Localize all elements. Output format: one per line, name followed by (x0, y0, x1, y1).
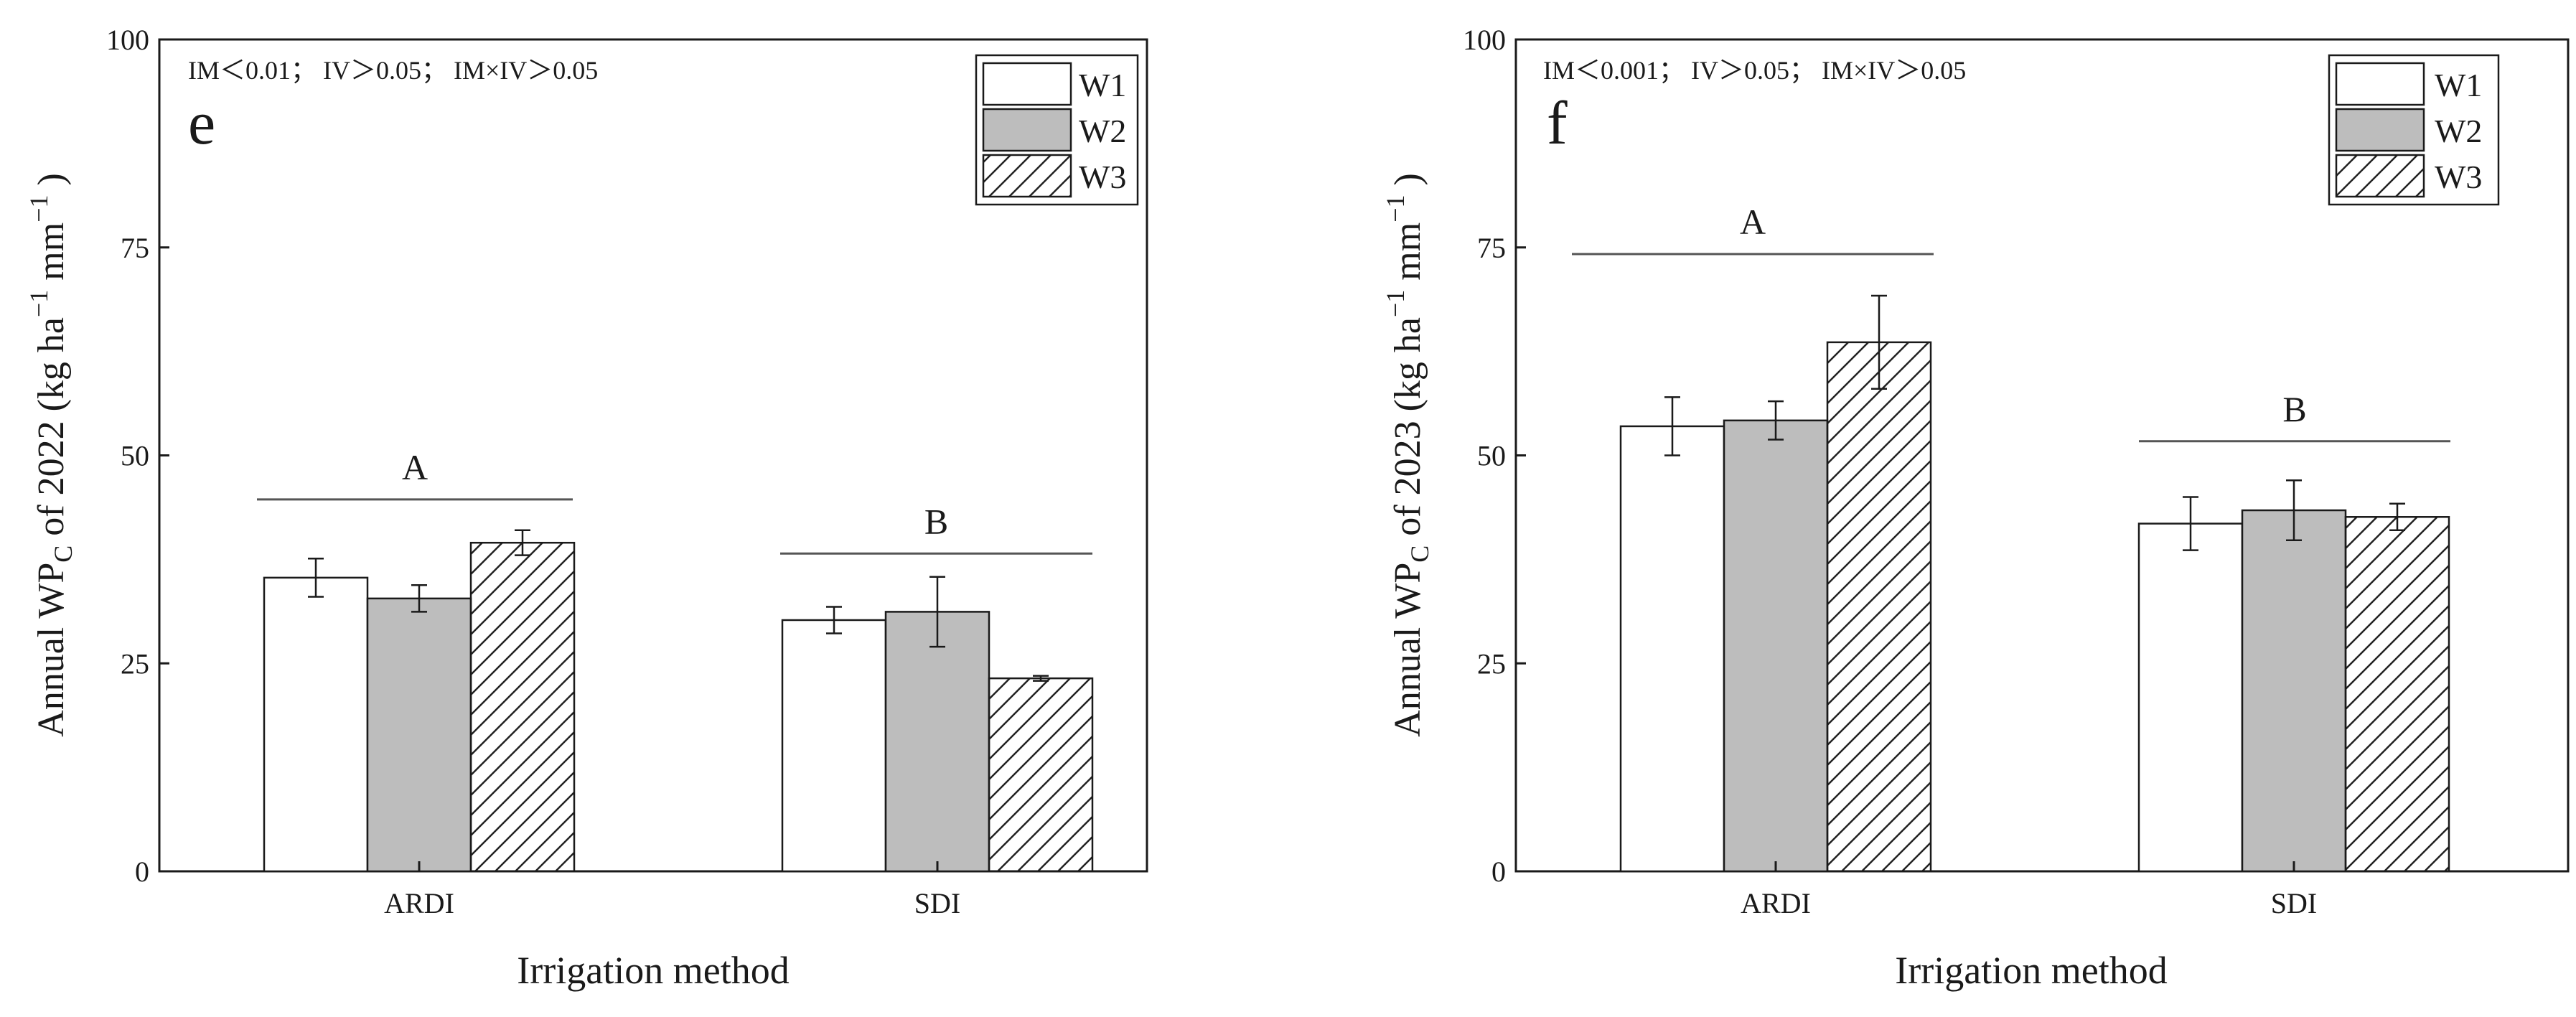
y-title-part: Annual WP (31, 563, 72, 737)
panel-label: f (1547, 88, 1568, 157)
x-tick-label: ARDI (1741, 887, 1811, 919)
bar-ardi-w1 (1619, 425, 1725, 873)
bar-sdi-w2 (2241, 509, 2347, 873)
legend: W1 W2 W3 (2328, 54, 2500, 206)
legend-swatch-w2 (2335, 108, 2425, 152)
y-title-sup: −1 (24, 195, 53, 222)
legend-swatch-w1 (2335, 62, 2425, 106)
legend: W1 W2 W3 (975, 54, 1139, 206)
significance-letter: A (402, 447, 428, 487)
y-title-sup: −1 (24, 290, 53, 317)
y-title-sup: −1 (1381, 290, 1410, 317)
significance-letter: B (2282, 389, 2306, 429)
y-title-part: of 2022 (kg ha (31, 317, 72, 545)
x-axis-title: Irrigation method (1895, 949, 2167, 992)
y-tick-label: 50 (1477, 440, 1506, 472)
legend-swatch-w1 (982, 62, 1072, 106)
y-axis-title: Annual WPC of 2023 (kg ha−1 mm−1 ) (1381, 173, 1434, 737)
y-title-part: of 2023 (kg ha (1387, 317, 1428, 545)
x-tick-label: SDI (914, 887, 960, 919)
annotation-text: IM＜0.001； IV＞0.05； IM×IV＞0.05 (1543, 56, 1966, 85)
y-title-part: mm (1387, 222, 1428, 290)
bar-sdi-w1 (781, 619, 887, 873)
bar-sdi-w3 (988, 677, 1094, 873)
x-axis-title: Irrigation method (517, 949, 789, 992)
legend-label-w2: W2 (2435, 113, 2482, 149)
y-tick-label: 0 (135, 856, 149, 888)
y-axis-title: Annual WPC of 2022 (kg ha−1 mm−1 ) (24, 173, 78, 737)
y-title-sub: C (1405, 545, 1434, 563)
bar-ardi-w3 (469, 541, 576, 873)
plot-marks: 0 25 50 75 100 ARDI A SDI B (1463, 24, 2450, 919)
legend-label-w3: W3 (1079, 159, 1126, 195)
legend-swatch-w3 (2335, 154, 2425, 198)
y-tick-label: 25 (1477, 647, 1506, 680)
bar-ardi-w1 (263, 576, 369, 873)
y-title-sub: C (49, 545, 78, 563)
legend-label-w1: W1 (1079, 67, 1126, 103)
bar-ardi-w3 (1826, 341, 1932, 873)
bar-ardi-w2 (1723, 419, 1829, 873)
y-tick-label: 0 (1491, 856, 1506, 888)
x-tick-label: ARDI (384, 887, 454, 919)
legend-swatch-w3 (982, 154, 1072, 198)
bar-sdi-w3 (2344, 516, 2450, 873)
y-tick-label: 50 (121, 440, 149, 472)
y-title-sup: −1 (1381, 195, 1410, 222)
legend-label-w1: W1 (2435, 67, 2482, 103)
panel-label: e (188, 88, 215, 157)
plot-marks: 0 25 50 75 100 ARDI A SDI B (106, 24, 1094, 919)
y-tick-label: 25 (121, 647, 149, 680)
y-tick-label: 75 (1477, 232, 1506, 264)
significance-letter: B (924, 501, 948, 541)
legend-label-w2: W2 (1079, 113, 1126, 149)
y-title-part: Annual WP (1387, 563, 1428, 737)
legend-label-w3: W3 (2435, 159, 2482, 195)
legend-swatch-w2 (982, 108, 1072, 152)
bar-ardi-w2 (366, 597, 472, 873)
chart-panel-f: IM＜0.001； IV＞0.05； IM×IV＞0.05 f Irrigati… (1381, 24, 2570, 992)
y-title-part: ) (31, 173, 72, 195)
bar-sdi-w2 (884, 611, 990, 873)
significance-letter: A (1740, 202, 1766, 242)
x-tick-label: SDI (2271, 887, 2317, 919)
y-tick-label: 75 (121, 232, 149, 264)
y-title-part: mm (31, 222, 72, 290)
y-title-part: ) (1387, 173, 1428, 195)
chart-panel-e: IM＜0.01； IV＞0.05； IM×IV＞0.05 e Irrigatio… (24, 24, 1148, 992)
y-tick-label: 100 (1463, 24, 1506, 56)
y-tick-label: 100 (106, 24, 149, 56)
annotation-text: IM＜0.01； IV＞0.05； IM×IV＞0.05 (188, 56, 598, 85)
bar-sdi-w1 (2137, 522, 2244, 873)
